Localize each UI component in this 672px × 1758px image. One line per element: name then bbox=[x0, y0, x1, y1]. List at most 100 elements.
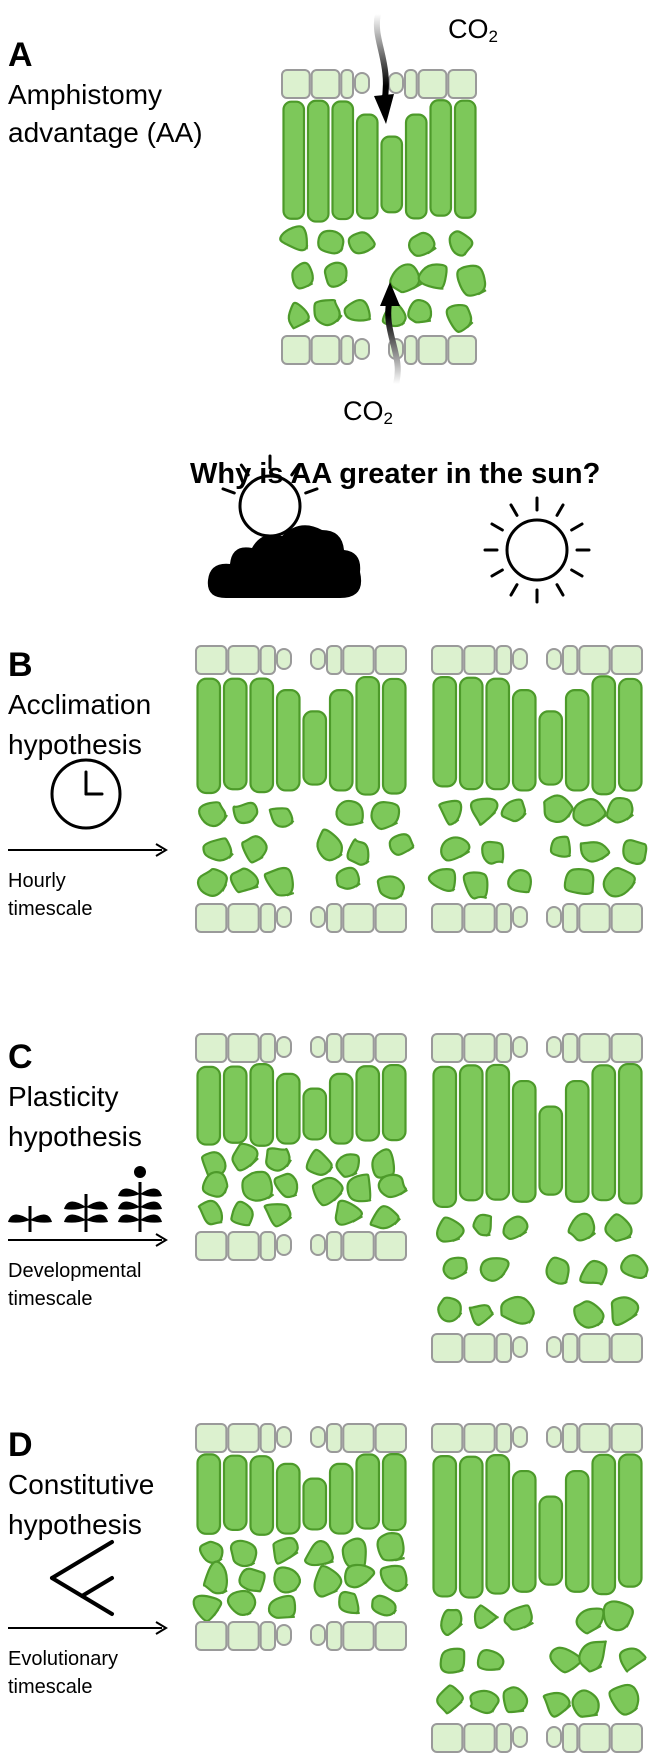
palisade-cell bbox=[381, 1453, 407, 1532]
epidermal-cell bbox=[463, 645, 496, 675]
epidermal-cell bbox=[495, 1423, 512, 1453]
sun-ray bbox=[509, 583, 519, 597]
spongy-cell bbox=[427, 868, 457, 892]
palisade-cell bbox=[381, 677, 407, 795]
epidermal-cell bbox=[374, 903, 407, 933]
panel-b-title-line1: Acclimation bbox=[8, 689, 152, 720]
phylogeny-branch-icon bbox=[50, 1540, 114, 1616]
palisade-cell bbox=[564, 1079, 590, 1203]
epidermal-cell bbox=[578, 1723, 611, 1753]
panel-b-scale-line1: Hourly bbox=[8, 870, 66, 892]
spongy-cell bbox=[572, 798, 607, 827]
spongy-cell bbox=[604, 1213, 633, 1242]
spongy-cell bbox=[500, 798, 527, 823]
guard-cell bbox=[310, 1624, 326, 1646]
epidermal-cell bbox=[404, 335, 418, 365]
epidermal-cell bbox=[310, 69, 341, 99]
guard-cell bbox=[276, 648, 292, 670]
spongy-cell bbox=[343, 298, 372, 322]
panel-b-shade-leaf bbox=[195, 645, 415, 933]
spongy-cell bbox=[346, 838, 370, 866]
spongy-cell bbox=[197, 1199, 224, 1226]
epidermal-cell bbox=[227, 1621, 260, 1651]
spongy-cell bbox=[503, 1604, 534, 1631]
guard-cell bbox=[546, 1426, 562, 1448]
timescale-arrowhead bbox=[155, 1233, 168, 1247]
epidermal-cell bbox=[195, 1621, 228, 1651]
guard-cell bbox=[354, 338, 370, 360]
spongy-cell bbox=[263, 1203, 293, 1228]
spongy-cell bbox=[347, 231, 376, 255]
epidermal-cell bbox=[259, 903, 276, 933]
epidermal-cell bbox=[463, 1333, 496, 1363]
palisade-cell bbox=[282, 100, 306, 220]
epidermal-cell bbox=[431, 1333, 464, 1363]
spongy-cell bbox=[407, 298, 433, 324]
epidermal-cell bbox=[259, 645, 276, 675]
palisade-cell bbox=[591, 1064, 617, 1202]
epidermal-cell bbox=[431, 1723, 464, 1753]
epidermal-cell bbox=[310, 335, 341, 365]
panel-d-letter: D bbox=[8, 1426, 33, 1464]
spongy-cell bbox=[440, 1608, 464, 1637]
epidermal-cell bbox=[259, 1423, 276, 1453]
spongy-cell bbox=[231, 1142, 259, 1172]
spongy-cell bbox=[198, 1540, 224, 1564]
spongy-cell bbox=[389, 263, 423, 294]
epidermal-cell bbox=[326, 645, 343, 675]
spongy-cell bbox=[436, 1684, 464, 1715]
spongy-cell bbox=[606, 796, 634, 824]
spongy-cell bbox=[469, 797, 499, 826]
palisade-cell bbox=[302, 1087, 328, 1141]
question-heading: Why is AA greater in the sun? bbox=[190, 458, 601, 490]
spongy-cell bbox=[543, 794, 574, 824]
spongy-cell bbox=[608, 1683, 640, 1716]
epidermal-cell bbox=[326, 1231, 343, 1261]
spongy-cell bbox=[287, 301, 311, 330]
palisade-cell bbox=[302, 1477, 328, 1531]
palisade-cell bbox=[275, 1072, 301, 1145]
palisade-cell bbox=[196, 1453, 222, 1535]
spongy-cell bbox=[335, 866, 361, 890]
epidermal-cell bbox=[227, 1231, 260, 1261]
plant-leaf-left bbox=[118, 1201, 140, 1210]
guard-cell bbox=[388, 72, 404, 94]
spongy-cell bbox=[472, 1213, 493, 1237]
palisade-cell bbox=[564, 1469, 590, 1593]
sun-disc bbox=[505, 518, 569, 582]
cloud-shape bbox=[207, 525, 362, 598]
palisade-cell bbox=[458, 1064, 484, 1202]
palisade-cell bbox=[458, 1455, 484, 1599]
spongy-cell bbox=[230, 1200, 254, 1227]
epidermal-cell bbox=[610, 1033, 644, 1063]
epidermal-cell bbox=[495, 903, 512, 933]
panel-c-scale-line1: Developmental bbox=[8, 1260, 142, 1282]
epidermal-cell bbox=[195, 1423, 228, 1453]
palisade-cell bbox=[328, 1462, 354, 1535]
epidermal-cell bbox=[326, 903, 343, 933]
panel-c-title-line2: hypothesis bbox=[8, 1121, 142, 1152]
spongy-cell bbox=[622, 839, 648, 865]
spongy-cell bbox=[226, 1589, 257, 1617]
guard-cell bbox=[276, 1624, 292, 1646]
guard-cell bbox=[546, 648, 562, 670]
sun-icon bbox=[483, 496, 591, 604]
epidermal-cell bbox=[342, 1621, 375, 1651]
plant-leaf-right bbox=[140, 1201, 162, 1210]
spongy-cell bbox=[334, 1199, 363, 1226]
palisade-cell bbox=[485, 677, 511, 791]
epidermal-cell bbox=[404, 69, 418, 99]
spongy-cell bbox=[304, 1539, 334, 1567]
co2-top-arrow-shaft bbox=[373, 13, 389, 105]
spongy-cell bbox=[273, 1566, 302, 1594]
spongy-cell bbox=[571, 1689, 600, 1718]
guard-cell bbox=[276, 1426, 292, 1448]
plant-leaf-right bbox=[140, 1188, 162, 1197]
spongy-cell bbox=[388, 833, 415, 856]
epidermal-cell bbox=[495, 1033, 512, 1063]
spongy-cell bbox=[311, 1176, 344, 1207]
spongy-cell bbox=[573, 1300, 605, 1329]
epidermal-cell bbox=[342, 1231, 375, 1261]
spongy-cell bbox=[291, 261, 314, 290]
